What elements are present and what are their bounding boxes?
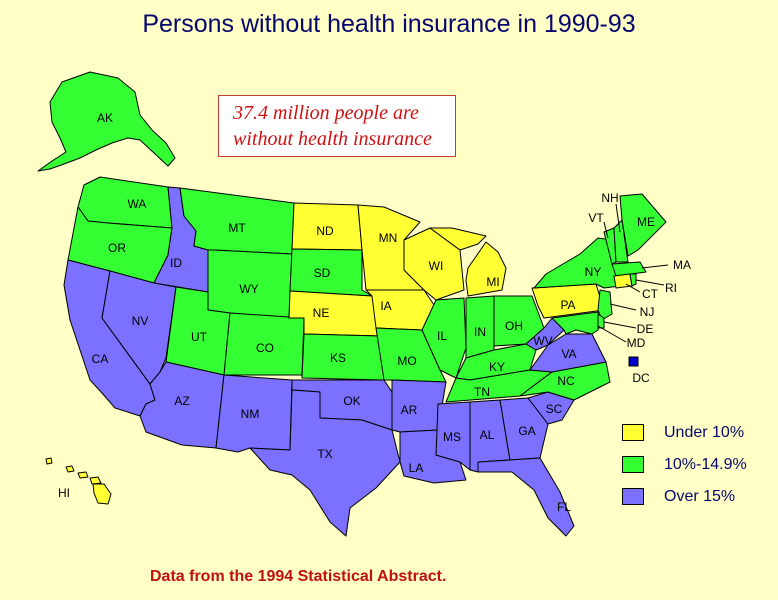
state-WA bbox=[77, 176, 173, 229]
label-ME: ME bbox=[637, 215, 655, 229]
label-CA: CA bbox=[92, 352, 109, 366]
map-title: Persons without health insurance in 1990… bbox=[142, 10, 636, 38]
label-ID: ID bbox=[170, 256, 182, 270]
label-AL: AL bbox=[480, 428, 495, 442]
label-MI: MI bbox=[486, 275, 499, 289]
label-GA: GA bbox=[518, 424, 535, 438]
state-MI-upper bbox=[429, 227, 487, 251]
state-MD bbox=[551, 311, 599, 335]
label-MS: MS bbox=[443, 430, 461, 444]
state-TX bbox=[249, 389, 401, 537]
state-MS bbox=[435, 401, 471, 471]
label-MT: MT bbox=[228, 221, 246, 235]
callout-line-1: 37.4 million people are bbox=[233, 102, 419, 124]
label-FL: FL bbox=[557, 500, 571, 514]
label-NC: NC bbox=[557, 374, 575, 388]
state-FL bbox=[477, 457, 575, 537]
state-GA bbox=[499, 397, 549, 461]
label-TN: TN bbox=[474, 385, 490, 399]
label-NY: NY bbox=[585, 265, 602, 279]
label-DC: DC bbox=[632, 371, 650, 385]
label-NM: NM bbox=[241, 407, 260, 421]
state-RI bbox=[629, 273, 637, 287]
state-DC bbox=[628, 356, 639, 367]
callout-line-2: without health insurance bbox=[233, 128, 432, 150]
label-VA: VA bbox=[561, 347, 576, 361]
label-OK: OK bbox=[343, 394, 360, 408]
label-KS: KS bbox=[330, 351, 346, 365]
label-HI: HI bbox=[58, 486, 70, 500]
label-AK: AK bbox=[97, 111, 113, 125]
state-NV bbox=[101, 270, 177, 385]
label-KY: KY bbox=[489, 360, 505, 374]
label-IL: IL bbox=[437, 329, 447, 343]
source-note: Data from the 1994 Statistical Abstract. bbox=[150, 568, 447, 585]
label-AR: AR bbox=[401, 403, 418, 417]
state-SC bbox=[527, 391, 575, 425]
state-HI bbox=[45, 457, 112, 505]
label-WI: WI bbox=[429, 259, 444, 273]
label-MA: MA bbox=[673, 258, 691, 272]
label-OR: OR bbox=[108, 241, 126, 255]
label-RI: RI bbox=[665, 281, 677, 295]
state-AK bbox=[37, 71, 176, 172]
label-NE: NE bbox=[313, 306, 330, 320]
label-PA: PA bbox=[560, 298, 575, 312]
state-ME bbox=[619, 193, 667, 257]
label-IN: IN bbox=[474, 325, 486, 339]
state-NH bbox=[613, 219, 629, 263]
label-VT: VT bbox=[588, 211, 604, 225]
legend-label-over-15: Over 15% bbox=[664, 488, 736, 505]
state-MA bbox=[611, 261, 647, 277]
label-MD: MD bbox=[627, 336, 646, 350]
state-NJ bbox=[597, 289, 613, 321]
label-NV: NV bbox=[132, 314, 149, 328]
label-OH: OH bbox=[505, 319, 523, 333]
legend-swatch-over-15 bbox=[622, 488, 644, 505]
label-NJ: NJ bbox=[640, 305, 655, 319]
state-SD bbox=[289, 248, 373, 297]
label-MN: MN bbox=[379, 231, 398, 245]
label-IA: IA bbox=[380, 299, 391, 313]
legend-label-under-10: Under 10% bbox=[664, 424, 745, 441]
label-WV: WV bbox=[533, 334, 552, 348]
label-ND: ND bbox=[316, 224, 334, 238]
state-MI bbox=[465, 241, 507, 297]
label-UT: UT bbox=[191, 330, 208, 344]
label-SC: SC bbox=[546, 402, 563, 416]
label-MO: MO bbox=[397, 354, 416, 368]
label-SD: SD bbox=[314, 266, 331, 280]
label-DE: DE bbox=[637, 322, 654, 336]
label-WA: WA bbox=[128, 197, 147, 211]
callout-lines bbox=[597, 203, 669, 343]
label-LA: LA bbox=[409, 461, 424, 475]
summary-callout: 37.4 million people are without health i… bbox=[218, 95, 456, 157]
legend-swatch-10-to-14-9 bbox=[622, 456, 644, 473]
label-CO: CO bbox=[256, 341, 274, 355]
label-TX: TX bbox=[317, 447, 332, 461]
legend-label-10-to-14-9: 10%-14.9% bbox=[664, 456, 747, 473]
label-AZ: AZ bbox=[174, 394, 189, 408]
label-WY: WY bbox=[239, 282, 258, 296]
label-NH: NH bbox=[601, 191, 618, 205]
legend-swatch-under-10 bbox=[622, 424, 644, 441]
label-CT: CT bbox=[642, 287, 659, 301]
